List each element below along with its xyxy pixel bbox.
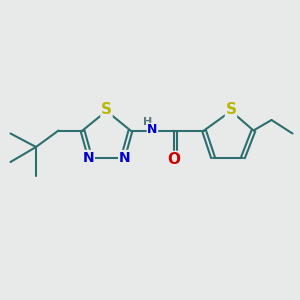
Text: H: H	[143, 117, 152, 127]
Text: N: N	[119, 151, 130, 164]
Text: O: O	[167, 152, 181, 166]
Text: N: N	[83, 151, 94, 164]
Text: S: S	[101, 102, 112, 117]
Text: S: S	[226, 102, 236, 117]
Text: N: N	[147, 123, 158, 136]
